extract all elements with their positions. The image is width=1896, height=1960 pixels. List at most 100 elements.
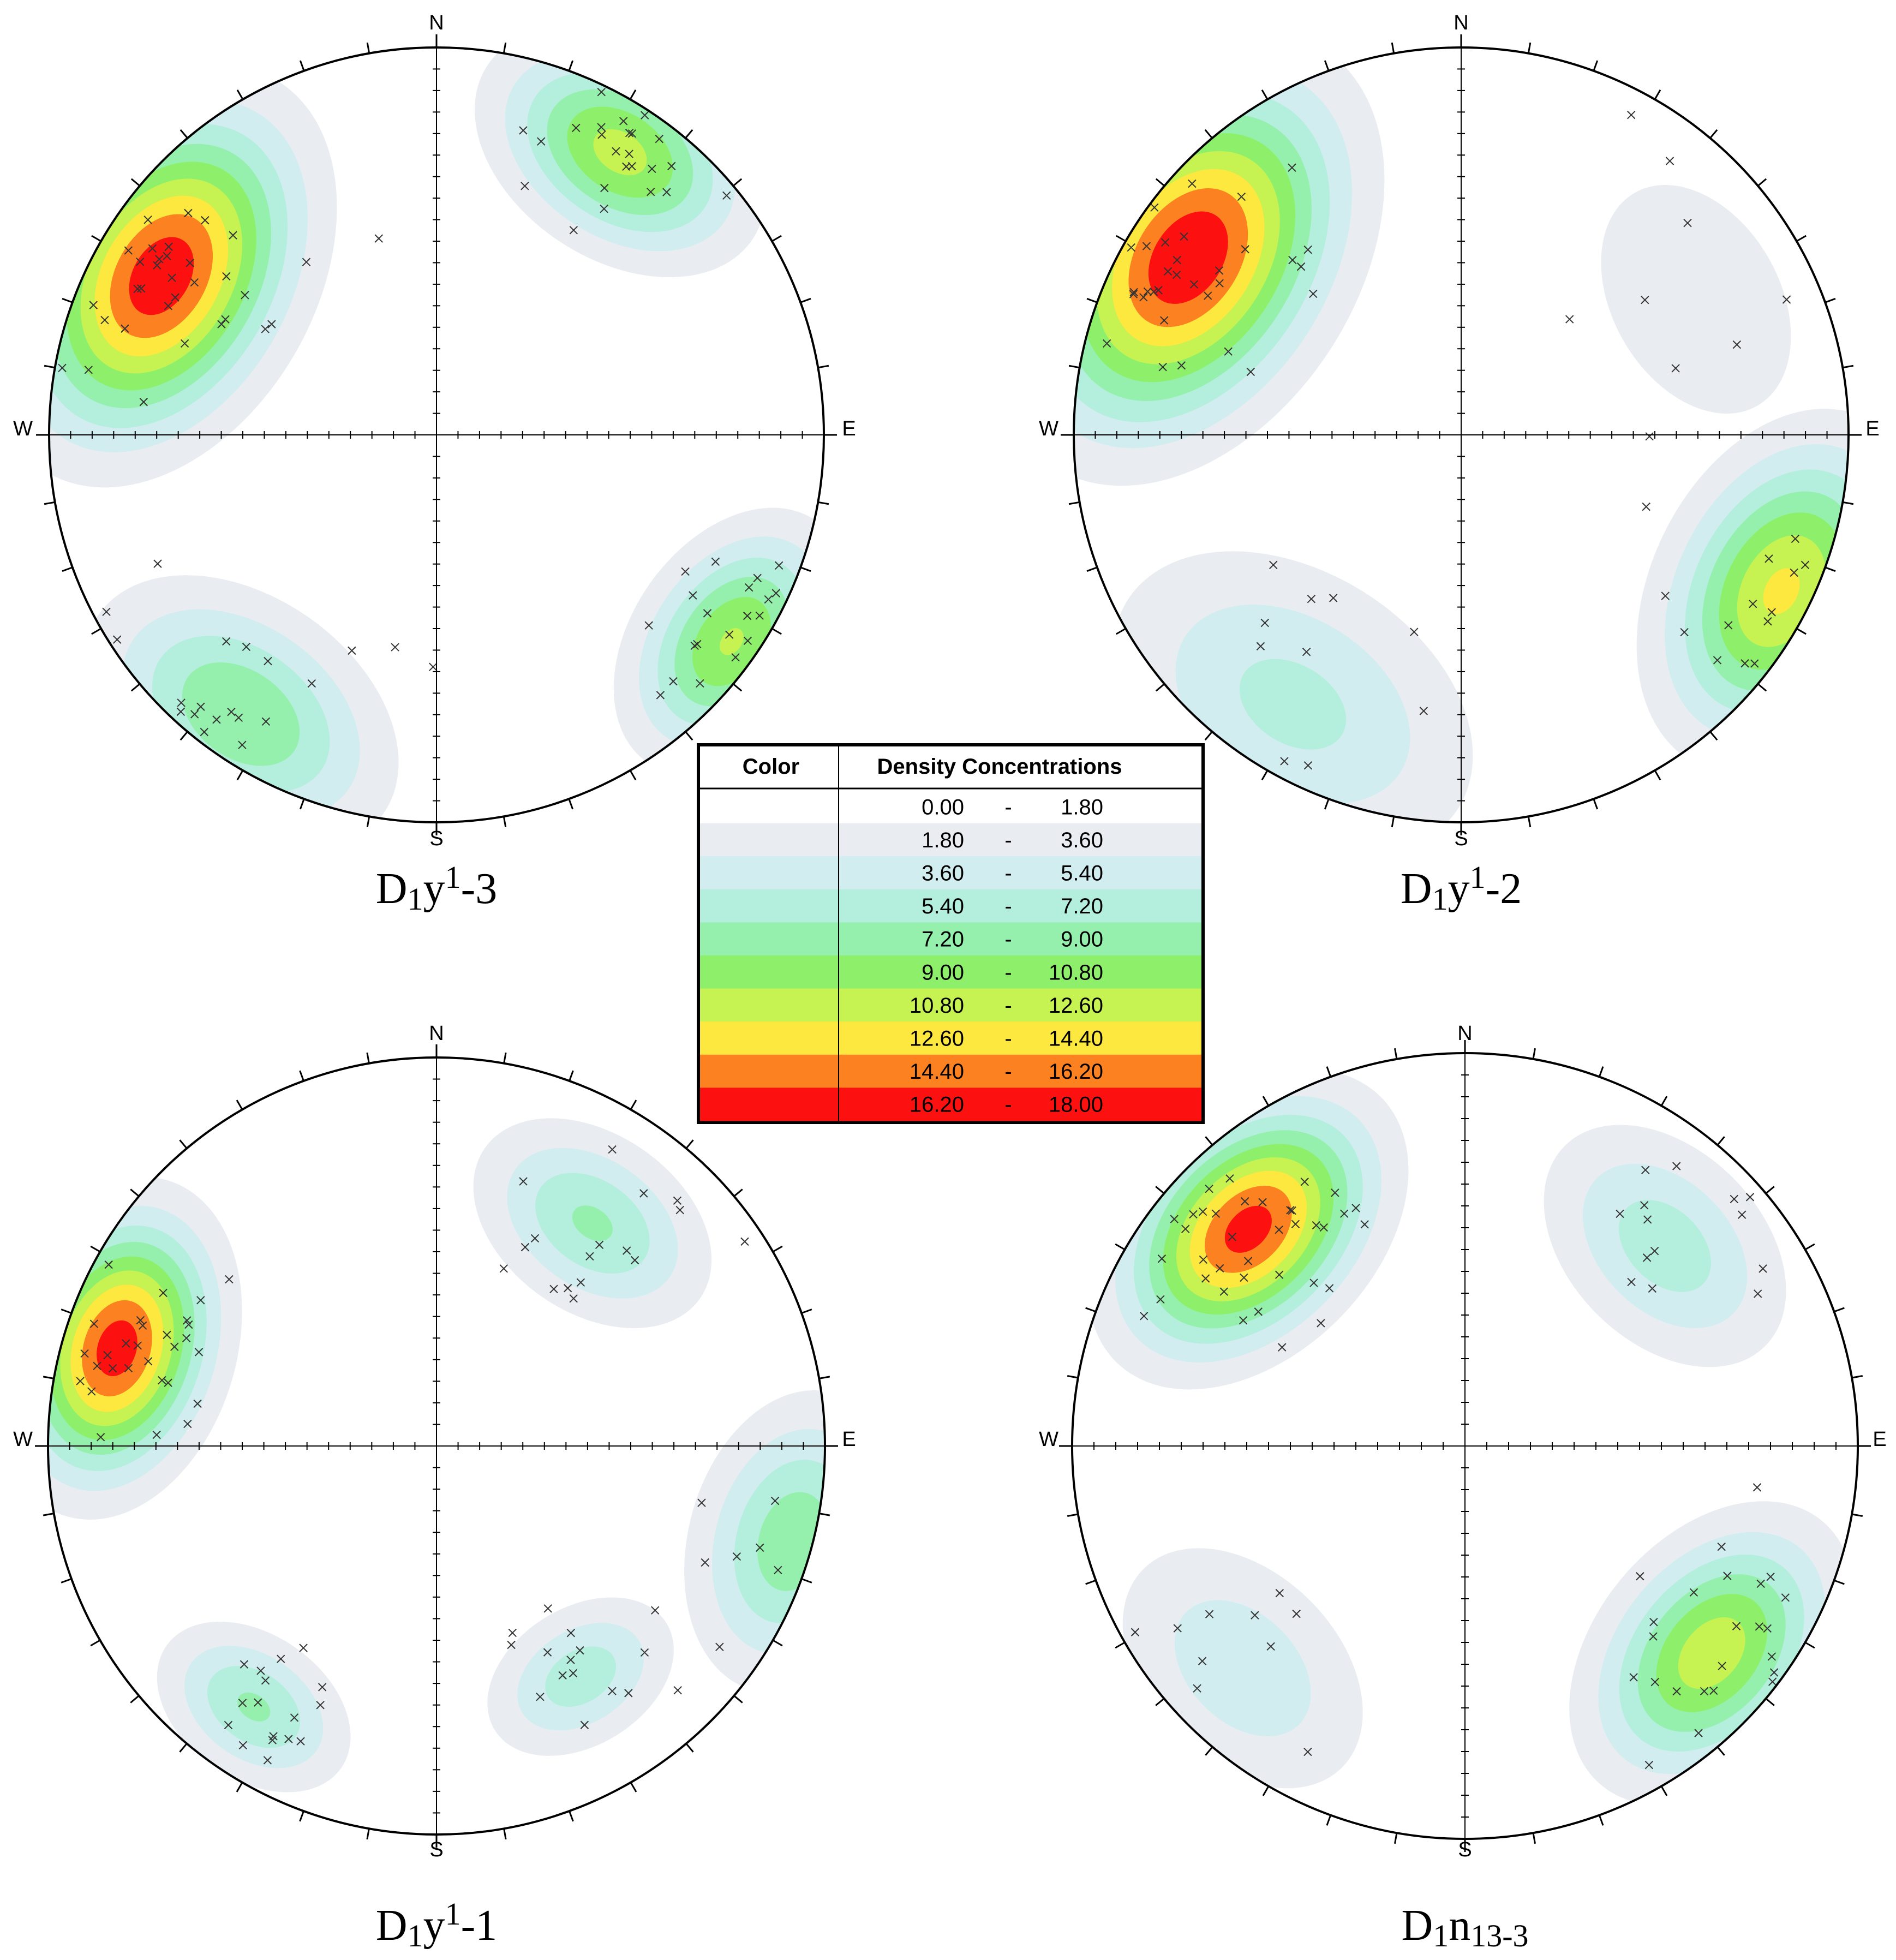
pole-marker (296, 1737, 305, 1746)
azimuth-tick (1709, 129, 1718, 139)
azimuth-tick (236, 1782, 243, 1792)
pole-marker (1131, 1628, 1140, 1636)
pole-marker (1129, 288, 1138, 297)
pole-marker (1241, 1197, 1249, 1206)
pole-marker (690, 641, 699, 650)
pole-marker (318, 1683, 327, 1692)
azimuth-tick (1115, 1243, 1126, 1251)
azimuth-tick (1155, 178, 1165, 187)
legend-swatch (700, 922, 1201, 956)
azimuth-tick (1391, 42, 1395, 54)
azimuth-tick (732, 178, 743, 187)
pole-marker (84, 366, 93, 374)
pole-marker (1419, 707, 1428, 715)
pole-marker (1312, 1221, 1321, 1230)
pole-marker (563, 1284, 572, 1293)
west-label: W (13, 417, 33, 440)
azimuth-tick (1765, 1186, 1775, 1194)
pole-marker (641, 111, 649, 119)
pole-marker (261, 325, 270, 333)
pole-marker (276, 1654, 285, 1663)
pole-marker (234, 713, 243, 722)
contour-band (1224, 1205, 1272, 1253)
pole-marker (640, 1648, 649, 1657)
east-label: E (1873, 1428, 1886, 1451)
net-caption: D1n13-3 (1401, 1902, 1528, 1953)
azimuth-tick (90, 1639, 101, 1647)
pole-marker (622, 1246, 631, 1255)
azimuth-tick (180, 129, 188, 139)
azimuth-tick (61, 1308, 72, 1314)
pole-marker (1156, 1295, 1165, 1304)
azimuth-tick (503, 42, 507, 54)
pole-marker (521, 1242, 530, 1252)
pole-marker (1300, 1178, 1309, 1186)
pole-marker (1689, 1588, 1698, 1597)
pole-marker (1790, 568, 1798, 577)
pole-marker (124, 246, 133, 255)
pole-points (76, 1145, 782, 1765)
pole-marker (224, 1720, 233, 1730)
density-cluster (83, 575, 399, 822)
south-label: S (1454, 827, 1468, 850)
pole-marker (182, 1334, 191, 1343)
pole-marker (667, 162, 676, 171)
pole-marker (1288, 1206, 1296, 1215)
density-cluster (684, 1390, 825, 1693)
azimuth-tick (1262, 1785, 1270, 1796)
pole-marker (1228, 1233, 1237, 1241)
azimuth-tick (817, 501, 829, 505)
azimuth-tick (366, 1052, 370, 1064)
pole-marker (612, 147, 620, 156)
pole-marker (1278, 1343, 1287, 1352)
pole-marker (725, 630, 734, 639)
pole-marker (164, 242, 173, 251)
azimuth-tick (1654, 770, 1661, 780)
pole-marker (194, 1348, 204, 1357)
azimuth-tick (818, 1376, 830, 1379)
pole-marker (627, 129, 637, 138)
azimuth-tick (1261, 89, 1269, 100)
pole-marker (290, 1713, 299, 1722)
azimuth-tick (1796, 628, 1807, 635)
pole-marker (696, 679, 704, 688)
pole-marker (1303, 245, 1312, 254)
pole-marker (222, 272, 231, 281)
pole-marker (136, 1316, 145, 1325)
legend-row: 12.60 - 14.40 (700, 1021, 1201, 1055)
azimuth-tick (180, 731, 188, 741)
pole-marker (1256, 642, 1265, 651)
pole-marker (1139, 293, 1148, 302)
pole-marker (1275, 1588, 1284, 1598)
pole-marker (158, 1376, 166, 1385)
azimuth-tick (1598, 1815, 1604, 1826)
pole-marker (1237, 192, 1246, 201)
pole-marker (1732, 340, 1742, 349)
pole-marker (1163, 267, 1173, 276)
pole-marker (1181, 1224, 1190, 1233)
east-label: E (842, 417, 856, 440)
pole-marker (1188, 179, 1197, 188)
pole-marker (549, 1284, 558, 1294)
azimuth-tick (236, 1099, 243, 1110)
pole-marker (1241, 245, 1249, 254)
pole-marker (171, 293, 180, 302)
pole-marker (1360, 1220, 1369, 1229)
south-label: S (429, 1838, 443, 1861)
pole-marker (238, 740, 247, 749)
pole-marker (1759, 1264, 1767, 1273)
pole-marker (1292, 1609, 1301, 1618)
azimuth-tick (568, 60, 574, 71)
contour-band (593, 129, 647, 176)
azimuth-tick (1765, 1698, 1775, 1706)
azimuth-tick (771, 235, 782, 242)
azimuth-tick (1086, 566, 1098, 572)
pole-marker (1643, 1215, 1652, 1224)
azimuth-tick (299, 798, 305, 810)
pole-marker (646, 188, 655, 196)
pole-marker (1641, 1166, 1650, 1174)
pole-marker (1219, 1287, 1228, 1296)
azimuth-tick (1262, 1096, 1270, 1107)
contour-band (720, 628, 744, 655)
pole-marker (1205, 1610, 1214, 1618)
